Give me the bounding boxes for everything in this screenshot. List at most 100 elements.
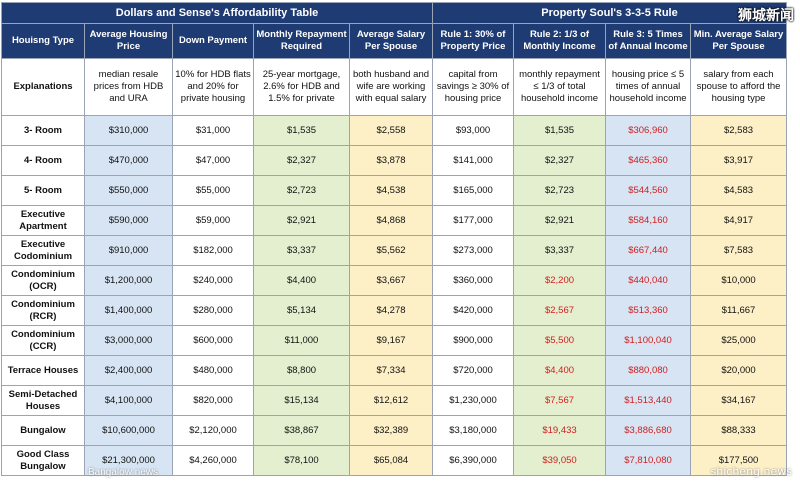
- repayment-cell: $15,134: [254, 386, 349, 415]
- explanation-cell: 25-year mortgage, 2.6% for HDB and 1.5% …: [254, 59, 349, 115]
- housing-type-cell: 4- Room: [2, 146, 84, 175]
- housing-type-cell: Condominium (RCR): [2, 296, 84, 325]
- min-salary-cell: $20,000: [691, 356, 786, 385]
- rule1-cell: $165,000: [433, 176, 513, 205]
- watermark-bottom-right: shicheng.news: [710, 465, 792, 478]
- rule3-cell: $513,360: [606, 296, 690, 325]
- price-cell: $910,000: [85, 236, 172, 265]
- explanation-cell: median resale prices from HDB and URA: [85, 59, 172, 115]
- housing-type-cell: Condominium (CCR): [2, 326, 84, 355]
- price-cell: $3,000,000: [85, 326, 172, 355]
- salary-cell: $65,084: [350, 446, 432, 475]
- price-cell: $550,000: [85, 176, 172, 205]
- rule1-cell: $141,000: [433, 146, 513, 175]
- price-cell: $4,100,000: [85, 386, 172, 415]
- price-cell: $2,400,000: [85, 356, 172, 385]
- rule2-cell: $7,567: [514, 386, 605, 415]
- down-payment-cell: $59,000: [173, 206, 253, 235]
- min-salary-cell: $25,000: [691, 326, 786, 355]
- salary-cell: $9,167: [350, 326, 432, 355]
- down-payment-cell: $31,000: [173, 116, 253, 145]
- rule3-cell: $3,886,680: [606, 416, 690, 445]
- header-rule-3: Rule 3: 5 Times of Annual Income: [606, 24, 690, 58]
- down-payment-cell: $2,120,000: [173, 416, 253, 445]
- title-affordability-table: Dollars and Sense's Affordability Table: [2, 3, 432, 23]
- header-average-price: Average Housing Price: [85, 24, 172, 58]
- rule2-cell: $3,337: [514, 236, 605, 265]
- explanation-cell: 10% for HDB flats and 20% for private ho…: [173, 59, 253, 115]
- rule1-cell: $177,000: [433, 206, 513, 235]
- rule1-cell: $360,000: [433, 266, 513, 295]
- housing-type-cell: Executive Codominium: [2, 236, 84, 265]
- rule1-cell: $420,000: [433, 296, 513, 325]
- repayment-cell: $2,327: [254, 146, 349, 175]
- rule3-cell: $1,100,040: [606, 326, 690, 355]
- price-cell: $470,000: [85, 146, 172, 175]
- down-payment-cell: $600,000: [173, 326, 253, 355]
- rule3-cell: $1,513,440: [606, 386, 690, 415]
- salary-cell: $3,878: [350, 146, 432, 175]
- salary-cell: $4,538: [350, 176, 432, 205]
- rule1-cell: $900,000: [433, 326, 513, 355]
- repayment-cell: $1,535: [254, 116, 349, 145]
- rule2-cell: $2,200: [514, 266, 605, 295]
- rule1-cell: $3,180,000: [433, 416, 513, 445]
- down-payment-cell: $480,000: [173, 356, 253, 385]
- rule3-cell: $544,560: [606, 176, 690, 205]
- min-salary-cell: $34,167: [691, 386, 786, 415]
- price-cell: $1,200,000: [85, 266, 172, 295]
- down-payment-cell: $240,000: [173, 266, 253, 295]
- explanation-cell: both husband and wife are working with e…: [350, 59, 432, 115]
- housing-type-cell: Terrace Houses: [2, 356, 84, 385]
- rule3-cell: $440,040: [606, 266, 690, 295]
- rule2-cell: $4,400: [514, 356, 605, 385]
- rule3-cell: $667,440: [606, 236, 690, 265]
- rule2-cell: $2,327: [514, 146, 605, 175]
- min-salary-cell: $4,917: [691, 206, 786, 235]
- rule2-cell: $2,723: [514, 176, 605, 205]
- down-payment-cell: $182,000: [173, 236, 253, 265]
- price-cell: $21,300,000: [85, 446, 172, 475]
- repayment-cell: $38,867: [254, 416, 349, 445]
- housing-type-cell: Bungalow: [2, 416, 84, 445]
- housing-type-cell: Good Class Bungalow: [2, 446, 84, 475]
- housing-type-cell: Executive Apartment: [2, 206, 84, 235]
- rule2-cell: $19,433: [514, 416, 605, 445]
- down-payment-cell: $820,000: [173, 386, 253, 415]
- header-down-payment: Down Payment: [173, 24, 253, 58]
- repayment-cell: $2,921: [254, 206, 349, 235]
- salary-cell: $7,334: [350, 356, 432, 385]
- min-salary-cell: $4,583: [691, 176, 786, 205]
- explanation-cell: monthly repayment ≤ 1/3 of total househo…: [514, 59, 605, 115]
- min-salary-cell: $177,500: [691, 446, 786, 475]
- salary-cell: $32,389: [350, 416, 432, 445]
- down-payment-cell: $4,260,000: [173, 446, 253, 475]
- repayment-cell: $2,723: [254, 176, 349, 205]
- header-housing-type: Houisng Type: [2, 24, 84, 58]
- rule2-cell: $2,567: [514, 296, 605, 325]
- rule1-cell: $6,390,000: [433, 446, 513, 475]
- title-335-rule: Property Soul's 3-3-5 Rule: [433, 3, 786, 23]
- min-salary-cell: $11,667: [691, 296, 786, 325]
- header-average-salary: Average Salary Per Spouse: [350, 24, 432, 58]
- repayment-cell: $5,134: [254, 296, 349, 325]
- salary-cell: $5,562: [350, 236, 432, 265]
- rule3-cell: $306,960: [606, 116, 690, 145]
- rule2-cell: $2,921: [514, 206, 605, 235]
- min-salary-cell: $3,917: [691, 146, 786, 175]
- rule3-cell: $880,080: [606, 356, 690, 385]
- rule3-cell: $465,360: [606, 146, 690, 175]
- rule2-cell: $5,500: [514, 326, 605, 355]
- min-salary-cell: $88,333: [691, 416, 786, 445]
- min-salary-cell: $10,000: [691, 266, 786, 295]
- rule2-cell: $1,535: [514, 116, 605, 145]
- header-rule-2: Rule 2: 1/3 of Monthly Income: [514, 24, 605, 58]
- explanations-label: Explanations: [2, 59, 84, 115]
- price-cell: $590,000: [85, 206, 172, 235]
- rule1-cell: $720,000: [433, 356, 513, 385]
- rule3-cell: $7,810,080: [606, 446, 690, 475]
- price-cell: $1,400,000: [85, 296, 172, 325]
- salary-cell: $12,612: [350, 386, 432, 415]
- repayment-cell: $3,337: [254, 236, 349, 265]
- rule1-cell: $93,000: [433, 116, 513, 145]
